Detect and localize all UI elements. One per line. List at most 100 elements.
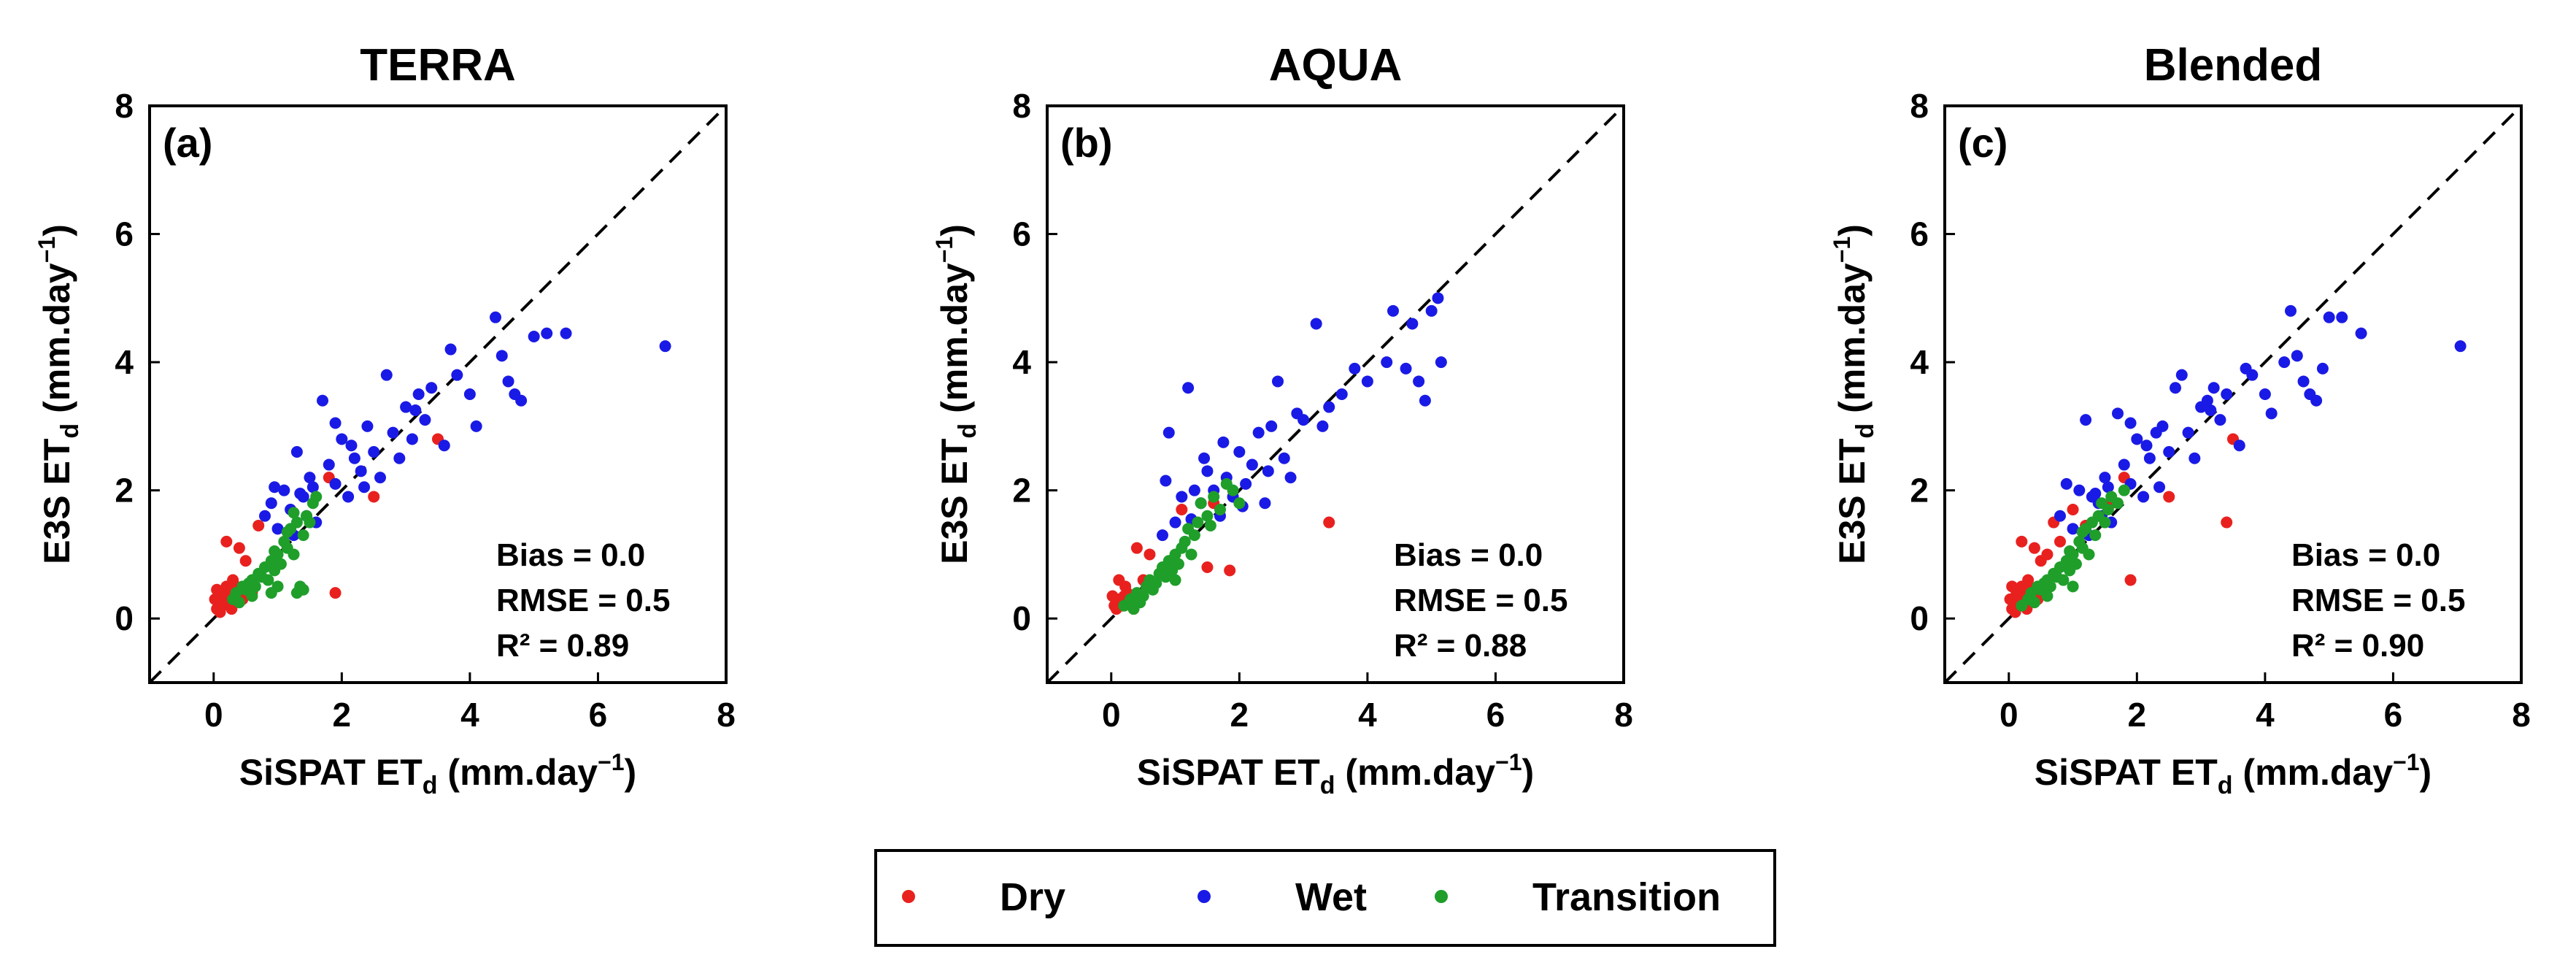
data-point-dry <box>2124 574 2137 586</box>
stat-bias: Bias = 0.0 <box>1394 537 1543 573</box>
data-point-wet <box>1419 394 1431 407</box>
data-point-wet <box>2137 491 2150 503</box>
x-tick-label: 0 <box>2000 696 2018 734</box>
data-point-wet <box>2207 382 2220 394</box>
data-point-transition <box>2099 516 2111 529</box>
stat-r2: R² = 0.88 <box>1394 628 1527 664</box>
data-point-dry <box>1144 548 1156 561</box>
data-point-transition <box>288 548 300 561</box>
data-point-wet <box>1162 426 1175 439</box>
data-point-wet <box>393 452 406 464</box>
stat-r2: R² = 0.90 <box>2291 628 2424 664</box>
y-tick-label: 8 <box>1012 87 1031 125</box>
data-point-wet <box>1297 414 1310 426</box>
data-point-wet <box>1310 318 1322 330</box>
data-point-dry <box>2054 535 2066 548</box>
data-point-dry <box>225 603 238 615</box>
legend-marker-transition <box>1435 890 1448 903</box>
data-point-wet <box>502 375 514 388</box>
data-point-transition <box>265 587 277 599</box>
data-point-wet <box>406 433 418 445</box>
data-point-dry <box>2004 593 2016 605</box>
x-axis-label: SiSPAT ETd (mm.day−1) <box>2035 749 2432 799</box>
data-point-transition <box>288 507 300 519</box>
data-point-transition <box>2016 599 2028 612</box>
plot-frame <box>1046 104 1625 684</box>
data-point-dry <box>1224 564 1236 577</box>
data-point-wet <box>1201 465 1214 477</box>
x-tick-label: 6 <box>1486 696 1505 734</box>
stat-rmse: RMSE = 0.5 <box>2291 583 2465 618</box>
data-point-transition <box>249 580 261 593</box>
x-tick-label: 2 <box>2128 696 2147 734</box>
data-point-transition <box>1185 548 1198 561</box>
x-tick-label: 2 <box>1230 696 1249 734</box>
data-point-wet <box>1169 516 1181 529</box>
data-point-wet <box>290 446 303 458</box>
y-tick-label: 2 <box>1012 472 1031 510</box>
data-point-transition <box>304 516 316 529</box>
data-point-transition <box>281 526 293 538</box>
data-point-transition <box>262 574 274 586</box>
data-point-wet <box>2102 481 2114 494</box>
data-point-transition <box>2067 580 2079 593</box>
data-point-transition <box>2076 526 2089 538</box>
data-point-dry <box>329 587 342 599</box>
data-point-wet <box>2182 426 2194 439</box>
data-point-transition <box>1179 535 1191 548</box>
data-point-wet <box>451 369 463 381</box>
data-point-transition <box>274 558 287 570</box>
data-point-wet <box>1176 491 1188 503</box>
data-point-wet <box>355 465 367 477</box>
data-point-transition <box>2083 548 2095 561</box>
data-point-dry <box>220 535 233 548</box>
data-point-wet <box>2201 394 2213 407</box>
data-point-wet <box>2355 327 2367 339</box>
data-point-wet <box>2205 404 2217 416</box>
data-point-transition <box>2112 497 2124 510</box>
data-point-transition <box>2118 484 2130 496</box>
data-point-wet <box>2118 458 2130 471</box>
data-point-wet <box>2259 388 2271 400</box>
data-point-wet <box>495 350 508 362</box>
legend-marker-dry <box>902 890 915 903</box>
legend-label-dry: Dry <box>1000 875 1065 919</box>
data-point-wet <box>1381 356 1393 369</box>
data-point-dry <box>2006 580 2018 593</box>
data-point-dry <box>2067 504 2079 515</box>
y-tick-label: 8 <box>1910 87 1929 125</box>
data-point-wet <box>259 510 271 522</box>
data-point-wet <box>345 439 358 452</box>
stat-bias: Bias = 0.0 <box>2291 537 2440 573</box>
data-point-wet <box>380 369 393 381</box>
data-point-wet <box>1217 436 1230 448</box>
data-point-wet <box>444 343 457 356</box>
data-point-wet <box>2073 484 2086 496</box>
data-point-transition <box>310 491 323 503</box>
data-point-transition <box>2028 596 2040 609</box>
data-point-wet <box>409 404 422 416</box>
data-point-wet <box>1335 388 1348 400</box>
data-point-wet <box>2265 407 2278 420</box>
y-tick-label: 4 <box>1910 343 1929 381</box>
data-point-wet <box>2131 433 2143 445</box>
x-tick-label: 4 <box>2256 696 2275 734</box>
y-axis-label: E3S ETd (mm.day−1) <box>34 224 84 564</box>
data-point-wet <box>361 420 374 432</box>
data-point-wet <box>659 340 671 353</box>
data-point-wet <box>2140 439 2153 452</box>
y-tick-label: 0 <box>1012 599 1031 637</box>
data-point-wet <box>2054 510 2066 522</box>
data-point-dry <box>2022 574 2035 586</box>
data-point-wet <box>1262 465 1274 477</box>
data-point-wet <box>329 477 342 490</box>
panel-label: (a) <box>163 120 212 166</box>
x-tick-label: 8 <box>2512 696 2531 734</box>
x-tick-label: 2 <box>333 696 352 734</box>
x-tick-label: 0 <box>204 696 223 734</box>
data-point-wet <box>412 388 425 400</box>
data-point-wet <box>2285 304 2297 317</box>
data-point-wet <box>1182 382 1195 394</box>
chart-panel-3: 0 2 4 6 8 0 2 4 6 8 Blended (c) Bias = 0.0 RMSE = 0.5… <box>1829 40 2531 799</box>
data-point-transition <box>1172 558 1184 570</box>
